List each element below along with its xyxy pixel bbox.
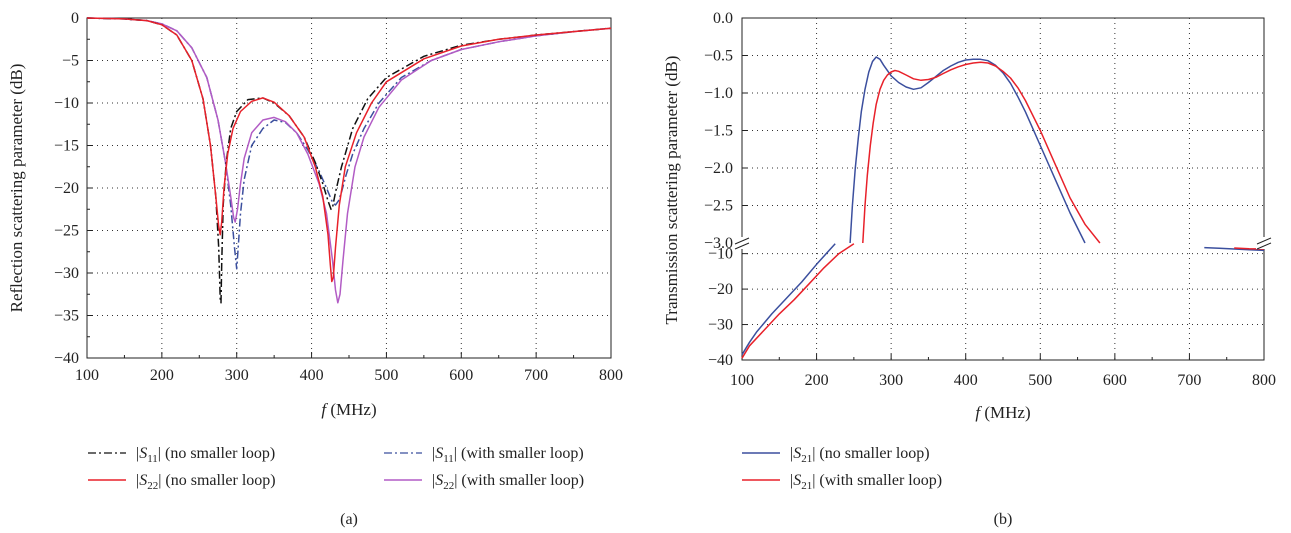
series-s22-no-loop (86, 17, 612, 283)
y-tick-label: −15 (54, 138, 79, 155)
x-tick-labels-a: 100 200 300 400 500 600 700 800 (75, 367, 623, 384)
x-tick-label: 300 (225, 367, 249, 384)
legend-item-s21-with-loop: |S21| (with smaller loop) (742, 472, 942, 492)
x-tick-label: 200 (805, 372, 829, 389)
series-b (741, 56, 1265, 359)
transmission-chart: 100 200 300 400 500 600 700 800 0.0 −0.5 −1.0 −1.5… (662, 10, 1276, 528)
plot-area-b (741, 17, 1265, 361)
x-tick-label: 400 (954, 372, 978, 389)
y-tick-label: −20 (54, 180, 79, 197)
legend-a: |S11| (no smaller loop) |S22| (no smalle… (88, 445, 584, 492)
y-axis-label-b: Transmission scattering parameter (dB) (662, 56, 681, 325)
y-tick-label: −25 (54, 223, 79, 240)
axis-break-right (1256, 237, 1272, 250)
x-tick-label: 700 (1177, 372, 1201, 389)
y-tick-label: −10 (54, 95, 79, 112)
series-s21-with-loop-lower-rise (741, 243, 855, 359)
svg-text:|S22| (no smaller loop): |S22| (no smaller loop) (136, 472, 276, 492)
x-tick-label: 100 (730, 372, 754, 389)
x-tick-label: 200 (150, 367, 174, 384)
reflection-chart: 100 200 300 400 500 600 700 800 0 −5 −10 −15 −20 −25… (7, 10, 623, 528)
y-tick-label: −40 (708, 352, 733, 369)
grid-b (742, 18, 1264, 360)
tick-marks-b (741, 17, 1265, 361)
grid-a (87, 18, 611, 358)
y-tick-label: −35 (54, 308, 79, 325)
series-s21-with-loop-upper (862, 61, 1101, 244)
y-axis-label-a: Reflection scattering parameter (dB) (7, 64, 26, 313)
y-tick-label: −30 (708, 317, 733, 334)
x-axis-label-a: f (MHz) (321, 400, 376, 419)
series-s21-no-loop-lower-rise (741, 243, 836, 356)
svg-text:|S22| (with smaller loop): |S22| (with smaller loop) (432, 472, 584, 492)
y-tick-label: −20 (708, 281, 733, 298)
legend-b: |S21| (no smaller loop) |S21| (with smal… (742, 445, 942, 492)
plot-area-a (86, 17, 612, 359)
caption-b: (b) (994, 511, 1013, 528)
svg-text:|S21| (no smaller loop): |S21| (no smaller loop) (790, 445, 930, 465)
x-tick-label: 600 (1103, 372, 1127, 389)
y-tick-label: −2.5 (704, 198, 733, 215)
y-tick-label: −1.5 (704, 123, 733, 140)
legend-item-s21-no-loop: |S21| (no smaller loop) (742, 445, 930, 465)
legend-item-s11-no-loop: |S11| (no smaller loop) (88, 445, 275, 465)
y-tick-labels-b: 0.0 −0.5 −1.0 −1.5 −2.0 −2.5 −3.0−10 −20 −30 −40 (704, 10, 733, 369)
y-tick-label: −30 (54, 265, 79, 282)
x-tick-label: 100 (75, 367, 99, 384)
x-tick-label: 500 (1028, 372, 1052, 389)
y-tick-label: 0.0 (713, 10, 733, 27)
x-axis-label-b: f (MHz) (975, 403, 1030, 422)
svg-text:|S11| (with smaller loop): |S11| (with smaller loop) (432, 445, 584, 465)
axis-break-left (734, 237, 750, 250)
series-s22-with-loop (86, 17, 612, 304)
y-tick-label: −1.0 (704, 85, 733, 102)
x-tick-label: 800 (599, 367, 623, 384)
legend-item-s11-with-loop: |S11| (with smaller loop) (384, 445, 584, 465)
series-s21-no-loop-lower-tail (1204, 246, 1265, 252)
y-tick-label: 0 (71, 10, 79, 27)
legend-item-s22-with-loop: |S22| (with smaller loop) (384, 472, 584, 492)
x-tick-label: 400 (300, 367, 324, 384)
series-a (86, 17, 612, 304)
y-tick-label: −2.0 (704, 160, 733, 177)
svg-text:|S11| (no smaller loop): |S11| (no smaller loop) (136, 445, 275, 465)
svg-text:|S21| (with smaller loop): |S21| (with smaller loop) (790, 472, 942, 492)
caption-a: (a) (340, 511, 358, 528)
x-tick-label: 800 (1252, 372, 1276, 389)
x-tick-label: 700 (524, 367, 548, 384)
y-tick-label: −5 (62, 53, 79, 70)
x-tick-label: 300 (879, 372, 903, 389)
y-tick-label: −3.0 (704, 235, 733, 252)
x-tick-label: 500 (374, 367, 398, 384)
legend-item-s22-no-loop: |S22| (no smaller loop) (88, 472, 276, 492)
x-tick-label: 600 (449, 367, 473, 384)
y-tick-label: −40 (54, 350, 79, 367)
y-tick-labels-a: 0 −5 −10 −15 −20 −25 −30 −35 −40 (54, 10, 79, 367)
y-tick-label: −10 (708, 246, 733, 263)
x-tick-labels-b: 100 200 300 400 500 600 700 800 (730, 372, 1276, 389)
y-tick-label: −0.5 (704, 48, 733, 65)
series-s21-no-loop-upper (849, 56, 1086, 244)
